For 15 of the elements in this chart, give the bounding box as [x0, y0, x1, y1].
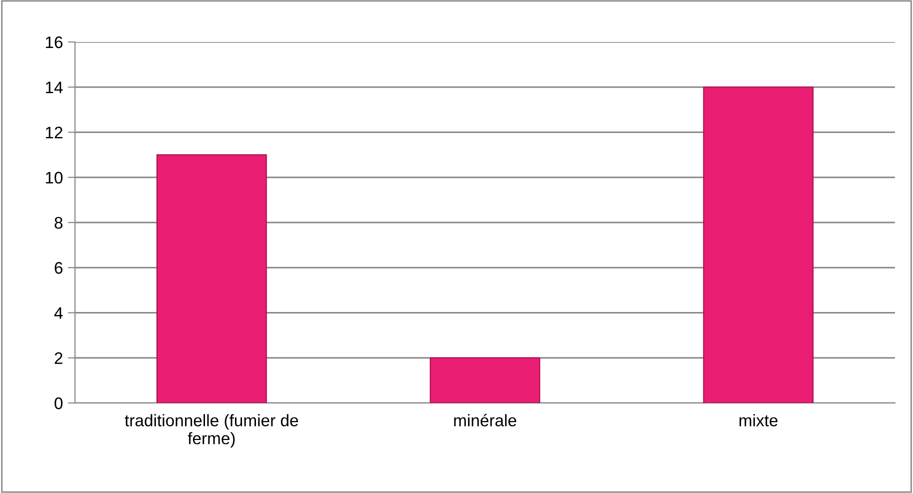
x-tick-label: mixte	[740, 414, 778, 426]
bar	[703, 86, 814, 403]
y-tick-label: 8	[54, 216, 62, 229]
x-tick-label: traditionnelle (fumier de ferme)	[124, 414, 298, 448]
bar	[430, 357, 540, 403]
y-tick-label: 14	[46, 82, 63, 94]
y-tick-label: 6	[54, 262, 62, 274]
x-tick-label: minérale	[454, 414, 516, 426]
y-tick-label: 12	[46, 126, 62, 138]
y-tick-label: 2	[54, 352, 62, 364]
y-tick-label: 4	[54, 307, 63, 319]
y-tick-label: 10	[46, 172, 63, 184]
y-tick-label: 16	[46, 36, 62, 48]
bar	[156, 154, 267, 403]
y-tick-label: 0	[54, 397, 63, 410]
